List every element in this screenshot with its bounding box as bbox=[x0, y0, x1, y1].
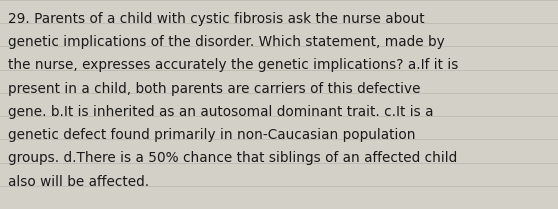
Text: 29. Parents of a child with cystic fibrosis ask the nurse about: 29. Parents of a child with cystic fibro… bbox=[8, 12, 425, 26]
Text: present in a child, both parents are carriers of this defective: present in a child, both parents are car… bbox=[8, 82, 421, 96]
Text: the nurse, expresses accurately the genetic implications? a.If it is: the nurse, expresses accurately the gene… bbox=[8, 59, 458, 73]
Text: gene. b.It is inherited as an autosomal dominant trait. c.It is a: gene. b.It is inherited as an autosomal … bbox=[8, 105, 434, 119]
Text: groups. d.There is a 50% chance that siblings of an affected child: groups. d.There is a 50% chance that sib… bbox=[8, 151, 457, 165]
Text: genetic defect found primarily in non-Caucasian population: genetic defect found primarily in non-Ca… bbox=[8, 128, 416, 142]
Text: genetic implications of the disorder. Which statement, made by: genetic implications of the disorder. Wh… bbox=[8, 35, 445, 49]
Text: also will be affected.: also will be affected. bbox=[8, 175, 149, 189]
